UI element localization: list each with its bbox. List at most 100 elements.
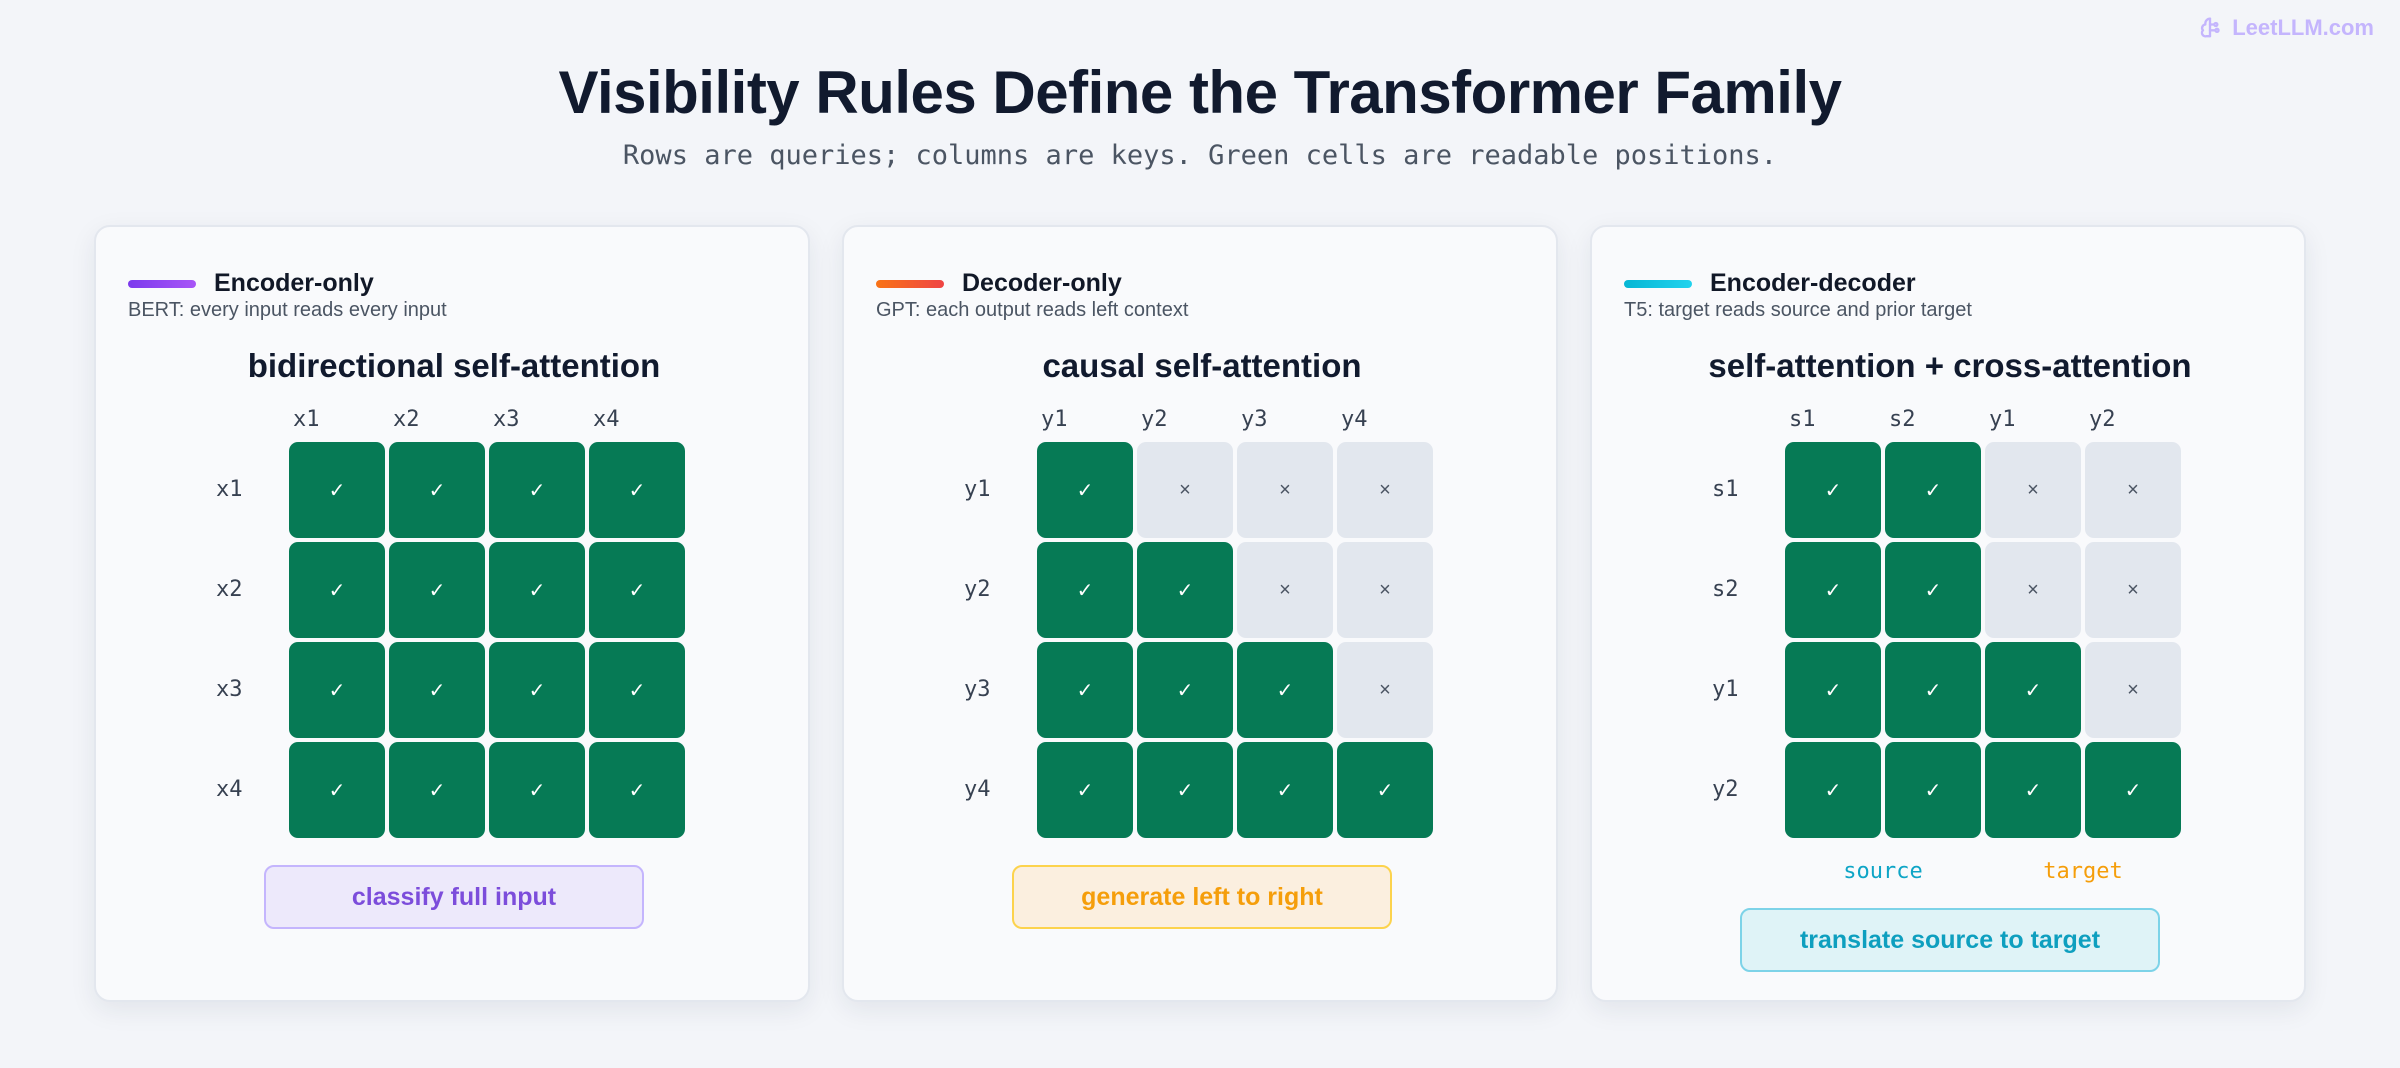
check-icon: ✓ <box>1924 479 1942 502</box>
blocked-cell: × <box>2085 642 2181 738</box>
readable-cell: ✓ <box>1037 642 1133 738</box>
cross-icon: × <box>1279 578 1291 601</box>
readable-cell: ✓ <box>1137 642 1233 738</box>
blocked-cell: × <box>1137 442 1233 538</box>
readable-cell: ✓ <box>389 742 485 838</box>
query-row-label: y2 <box>964 577 991 602</box>
check-icon: ✓ <box>2024 779 2042 802</box>
key-column-label: x4 <box>593 407 620 432</box>
readable-cell: ✓ <box>1037 742 1133 838</box>
readable-cell: ✓ <box>1337 742 1433 838</box>
query-row-label: x1 <box>216 477 243 502</box>
check-icon: ✓ <box>1276 779 1294 802</box>
check-icon: ✓ <box>1824 579 1842 602</box>
panel-header: Encoder-only <box>128 269 374 298</box>
blocked-cell: × <box>1337 542 1433 638</box>
key-column-label: y1 <box>1989 407 2016 432</box>
readable-cell: ✓ <box>1037 542 1133 638</box>
blocked-cell: × <box>1985 542 2081 638</box>
blocked-cell: × <box>1237 542 1333 638</box>
check-icon: ✓ <box>1076 679 1094 702</box>
check-icon: ✓ <box>1376 779 1394 802</box>
readable-cell: ✓ <box>289 642 385 738</box>
task-pill: generate left to right <box>1012 865 1392 929</box>
check-icon: ✓ <box>528 479 546 502</box>
check-icon: ✓ <box>528 579 546 602</box>
accent-bar <box>1624 279 1692 288</box>
query-row-label: y3 <box>964 677 991 702</box>
attention-mode-title: bidirectional self-attention <box>247 347 661 384</box>
check-icon: ✓ <box>1176 779 1194 802</box>
key-column-label: y2 <box>2089 407 2116 432</box>
check-icon: ✓ <box>1924 579 1942 602</box>
check-icon: ✓ <box>1276 679 1294 702</box>
cross-icon: × <box>1379 678 1391 701</box>
key-column-label: x3 <box>493 407 520 432</box>
readable-cell: ✓ <box>1785 642 1881 738</box>
readable-cell: ✓ <box>1885 642 1981 738</box>
readable-cell: ✓ <box>1885 542 1981 638</box>
cross-icon: × <box>2127 478 2139 501</box>
readable-cell: ✓ <box>489 642 585 738</box>
check-icon: ✓ <box>2024 679 2042 702</box>
cross-icon: × <box>2127 578 2139 601</box>
cross-icon: × <box>2027 578 2039 601</box>
key-column-label: s1 <box>1789 407 1816 432</box>
check-icon: ✓ <box>1076 779 1094 802</box>
check-icon: ✓ <box>628 579 646 602</box>
key-column-label: y4 <box>1341 407 1368 432</box>
check-icon: ✓ <box>328 479 346 502</box>
readable-cell: ✓ <box>389 442 485 538</box>
readable-cell: ✓ <box>1785 742 1881 838</box>
panel-header: Encoder-decoder <box>1624 269 1916 298</box>
check-icon: ✓ <box>328 579 346 602</box>
readable-cell: ✓ <box>289 542 385 638</box>
panel-encoder-decoder: Encoder-decoder T5: target reads source a… <box>1590 225 2306 1002</box>
task-pill: translate source to target <box>1740 908 2160 972</box>
readable-cell: ✓ <box>1985 742 2081 838</box>
group-label-source: source <box>1843 859 1923 884</box>
panel-description: GPT: each output reads left context <box>876 299 1189 321</box>
attention-mode-title: self-attention + cross-attention <box>1708 347 2192 384</box>
readable-cell: ✓ <box>589 642 685 738</box>
check-icon: ✓ <box>1824 479 1842 502</box>
readable-cell: ✓ <box>1137 742 1233 838</box>
query-row-label: s2 <box>1712 577 1739 602</box>
readable-cell: ✓ <box>1785 442 1881 538</box>
check-icon: ✓ <box>628 779 646 802</box>
blocked-cell: × <box>1237 442 1333 538</box>
panel-name: Encoder-decoder <box>1710 269 1916 297</box>
check-icon: ✓ <box>628 479 646 502</box>
cross-icon: × <box>1179 478 1191 501</box>
check-icon: ✓ <box>428 579 446 602</box>
readable-cell: ✓ <box>389 642 485 738</box>
accent-bar <box>128 279 196 288</box>
readable-cell: ✓ <box>1885 442 1981 538</box>
query-row-label: x2 <box>216 577 243 602</box>
check-icon: ✓ <box>1824 679 1842 702</box>
panel-description: BERT: every input reads every input <box>128 299 447 321</box>
page-title: Visibility Rules Define the Transformer … <box>558 59 1842 126</box>
key-column-label: y3 <box>1241 407 1268 432</box>
accent-bar <box>876 279 944 288</box>
readable-cell: ✓ <box>1885 742 1981 838</box>
query-row-label: s1 <box>1712 477 1739 502</box>
panel-header: Decoder-only <box>876 269 1122 298</box>
blocked-cell: × <box>1337 442 1433 538</box>
check-icon: ✓ <box>328 779 346 802</box>
panel-name: Decoder-only <box>962 269 1122 297</box>
readable-cell: ✓ <box>1237 742 1333 838</box>
key-column-label: y1 <box>1041 407 1068 432</box>
task-pill: classify full input <box>264 865 644 929</box>
key-column-label: s2 <box>1889 407 1916 432</box>
check-icon: ✓ <box>2124 779 2142 802</box>
panel-decoder-only: Decoder-only GPT: each output reads left … <box>842 225 1558 1002</box>
readable-cell: ✓ <box>1037 442 1133 538</box>
panel-description: T5: target reads source and prior target <box>1624 299 1972 321</box>
query-row-label: y2 <box>1712 777 1739 802</box>
readable-cell: ✓ <box>389 542 485 638</box>
panel-encoder-only: Encoder-only BERT: every input reads ever… <box>94 225 810 1002</box>
cross-icon: × <box>2027 478 2039 501</box>
readable-cell: ✓ <box>1985 642 2081 738</box>
readable-cell: ✓ <box>289 442 385 538</box>
